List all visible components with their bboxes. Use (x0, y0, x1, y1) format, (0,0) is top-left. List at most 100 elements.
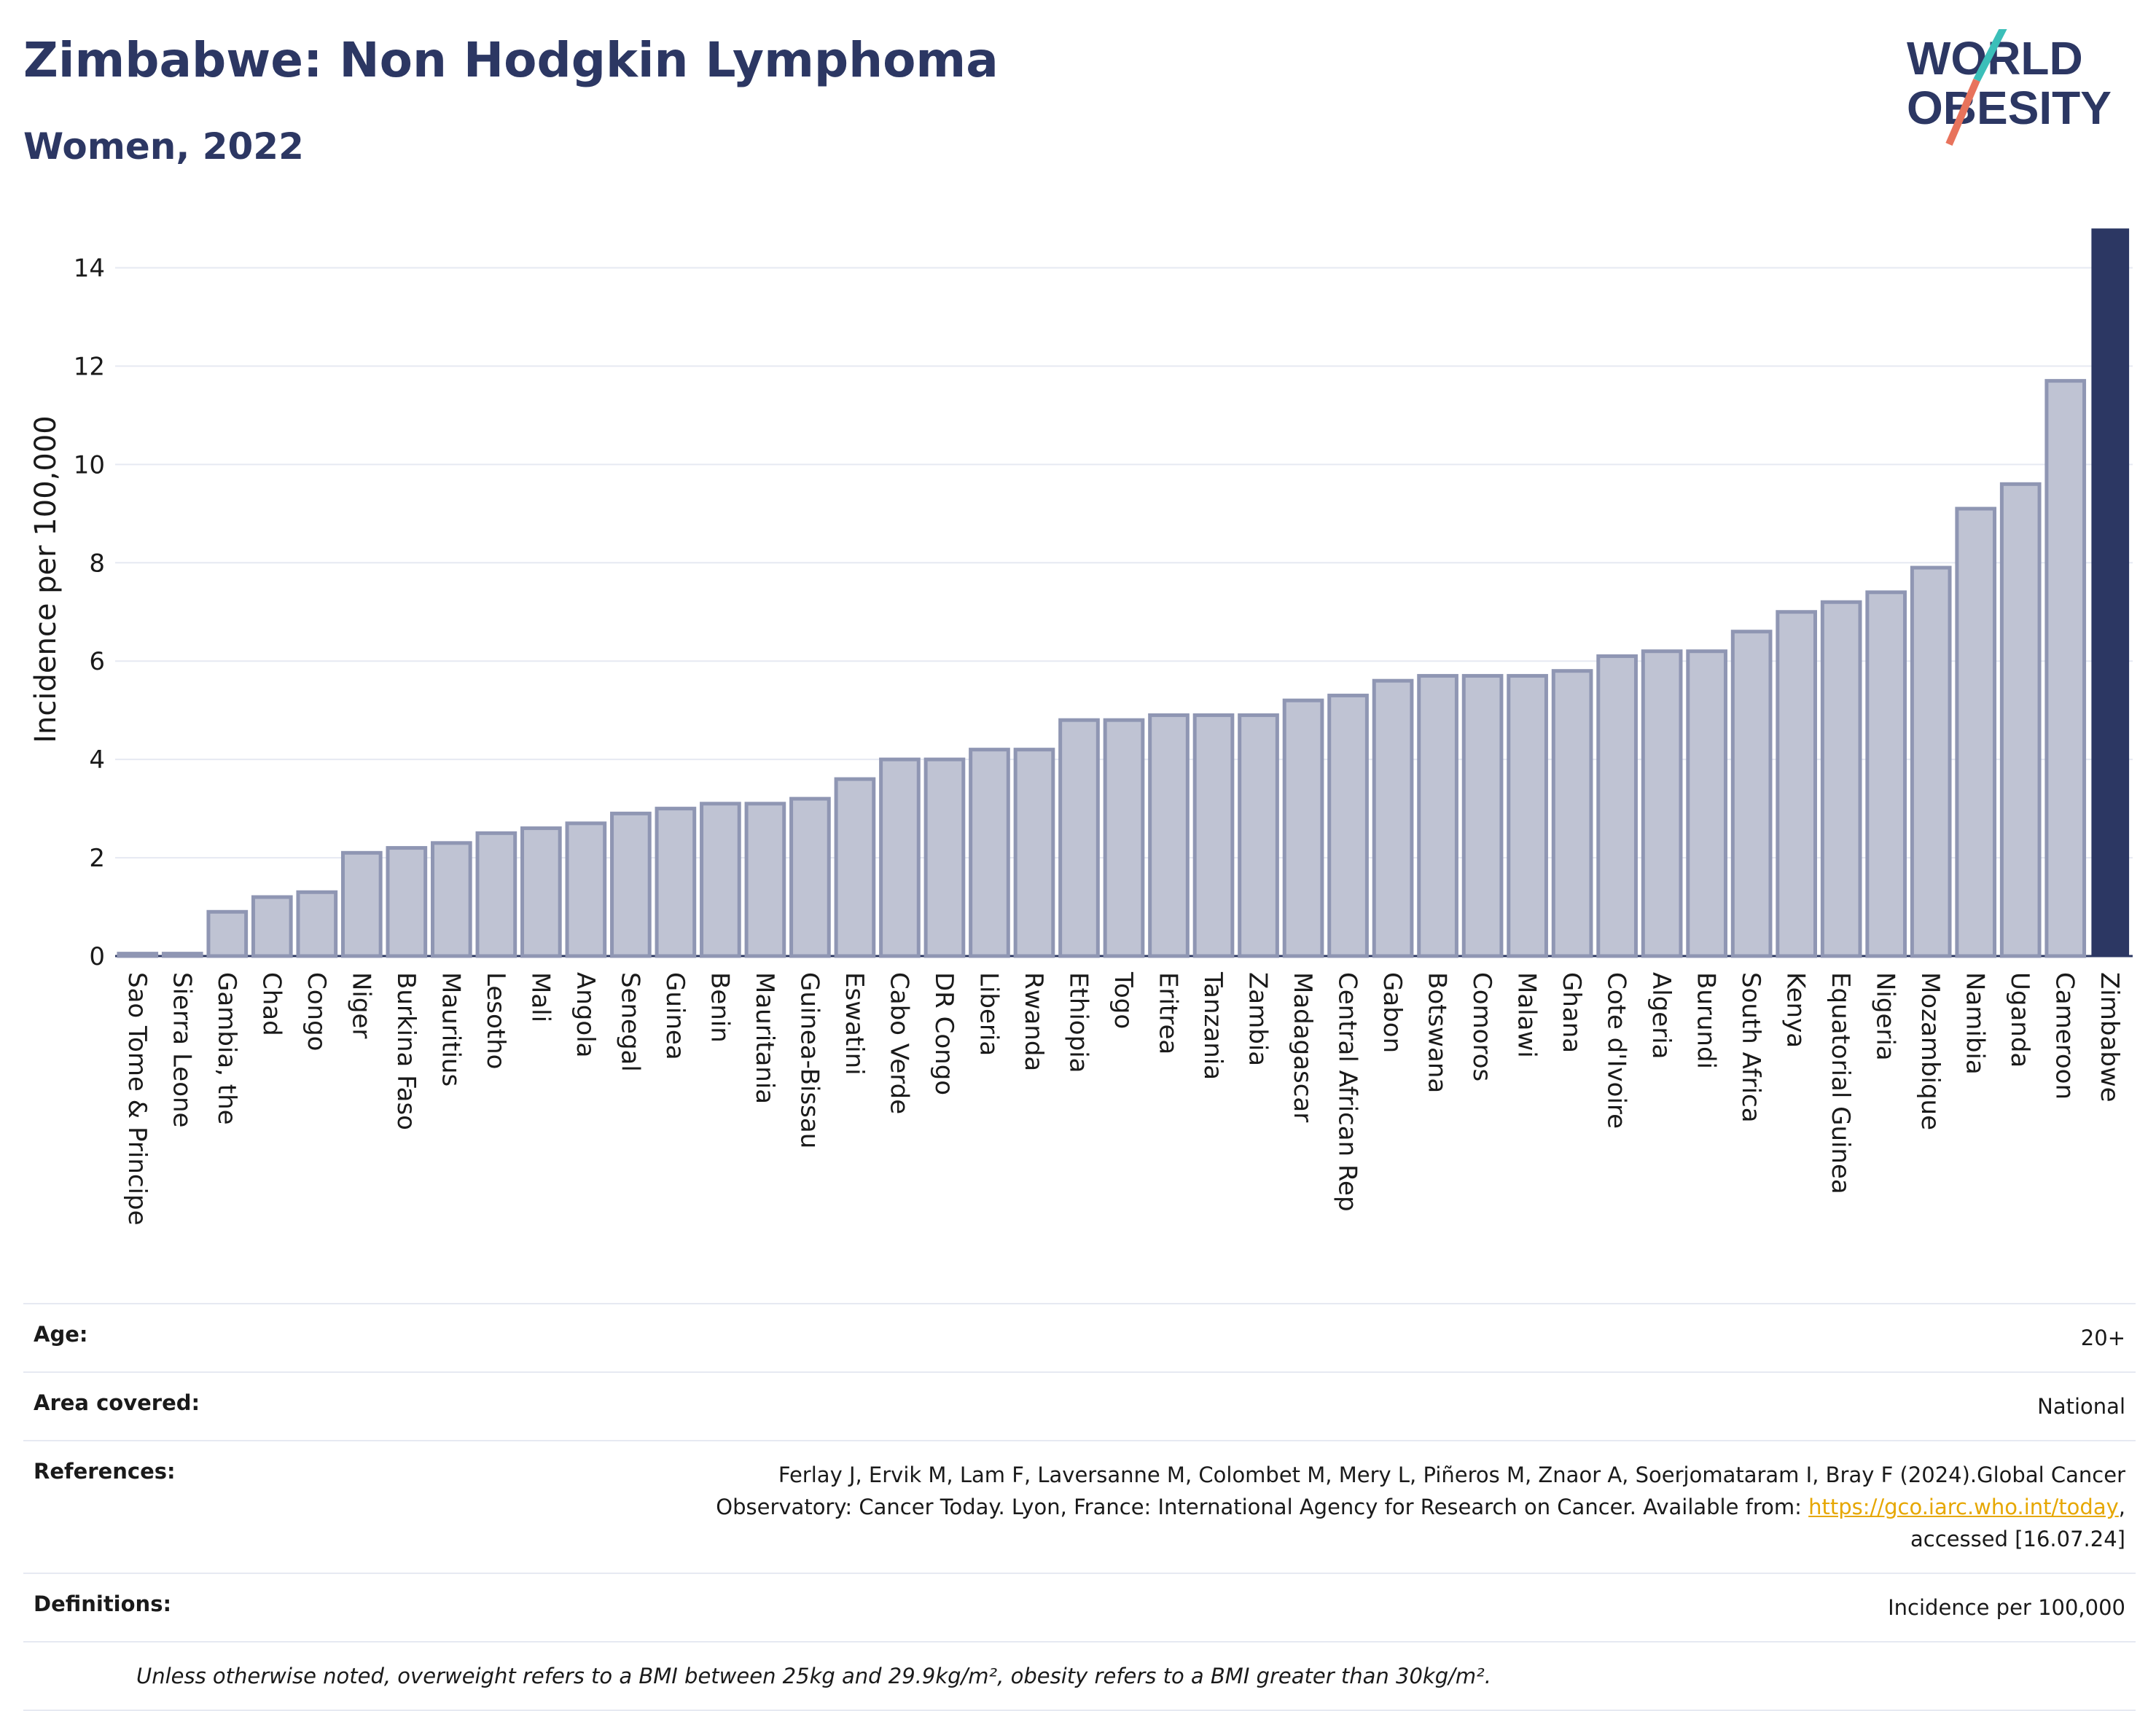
bar-zambia (1238, 713, 1279, 958)
meta-row-footnote: Unless otherwise noted, overweight refer… (23, 1641, 2136, 1711)
bar-cabo-verde (879, 757, 921, 958)
area-value: National (2037, 1394, 2125, 1419)
logo-line-2: OBESITY (1907, 82, 2112, 134)
x-tick-label: Congo (302, 972, 331, 1051)
x-tick-label: Zambia (1243, 972, 1273, 1066)
bar-tanzania (1192, 713, 1235, 958)
x-tick-label: Niger (346, 972, 375, 1038)
x-tick-label: Cote d'Ivoire (1602, 972, 1631, 1129)
world-obesity-logo: WORLD OBESITY (1907, 29, 2112, 146)
x-tick-label: Namibia (1961, 972, 1990, 1075)
bar-benin (700, 802, 741, 958)
x-tick-label: Mozambique (1915, 972, 1945, 1130)
y-tick-label: 10 (74, 450, 105, 479)
x-tick-label: Benin (705, 972, 734, 1043)
bar-ghana (1551, 669, 1593, 958)
x-tick-label: Kenya (1781, 972, 1811, 1048)
x-tick-label: Central African Rep (1333, 972, 1362, 1212)
x-tick-label: Cabo Verde (884, 972, 913, 1114)
bar-dr-congo (923, 757, 966, 958)
bar-gambia-the (206, 909, 249, 958)
bar-niger (340, 850, 383, 958)
bar-angola (565, 821, 607, 958)
x-tick-label: Tanzania (1198, 971, 1227, 1080)
bar-algeria (1641, 649, 1683, 958)
x-tick-label: Sao Tome & Principe (122, 972, 152, 1226)
y-tick-label: 2 (89, 844, 105, 873)
bar-comoros (1461, 673, 1504, 958)
age-label: Age: (34, 1322, 88, 1347)
footnote: Unless otherwise noted, overweight refer… (136, 1664, 1491, 1688)
bar-gabon (1372, 678, 1414, 958)
x-tick-label: Mali (526, 972, 555, 1022)
x-tick-label: Guinea (660, 972, 690, 1060)
x-tick-label: Uganda (2005, 972, 2034, 1068)
x-tick-label: Eswatini (840, 972, 869, 1076)
x-tick-label: Burkina Faso (391, 972, 421, 1130)
x-tick-label: Gambia, the (212, 972, 241, 1125)
page-subtitle: Women, 2022 (23, 125, 304, 168)
x-tick-label: Ethiopia (1063, 972, 1093, 1073)
x-tick-label: Comoros (1467, 972, 1496, 1081)
x-tick-label: Cameroon (2050, 972, 2079, 1100)
meta-row-definitions: Definitions: Incidence per 100,000 (23, 1573, 2136, 1641)
references-value: Ferlay J, Ervik M, Lam F, Laversanne M, … (668, 1459, 2125, 1555)
references-text: Ferlay J, Ervik M, Lam F, Laversanne M, … (716, 1463, 2125, 1519)
x-tick-label: Algeria (1647, 972, 1676, 1059)
bar-sao-tome-principe (117, 952, 159, 958)
bar-chart: 0 2 4 6 8 10 12 14 Sao Tome & Principe Sierra Le… (29, 228, 2133, 1226)
bar-cameroon (2044, 379, 2087, 958)
logo-slash-teal (1973, 29, 2007, 82)
bar-eswatini (834, 777, 876, 958)
bar-central-african-rep (1327, 693, 1369, 958)
metadata-table: Age: 20+ Area covered: National Referenc… (23, 1303, 2136, 1711)
x-tick-label: Sierra Leone (167, 972, 196, 1127)
bar-guinea (655, 807, 697, 958)
meta-row-area: Area covered: National (23, 1371, 2136, 1440)
x-tick-label: Madagascar (1288, 972, 1317, 1122)
references-label: References: (34, 1459, 176, 1484)
bar-rwanda (1013, 748, 1055, 958)
bar-congo (296, 890, 338, 958)
bar-mali (520, 826, 562, 958)
x-tick-label: Botswana (1423, 972, 1452, 1093)
meta-row-references: References: Ferlay J, Ervik M, Lam F, La… (23, 1440, 2136, 1573)
y-tick-label: 12 (74, 352, 105, 381)
bar-madagascar (1282, 698, 1324, 958)
x-tick-label: Equatorial Guinea (1826, 972, 1855, 1194)
y-tick-label: 0 (89, 942, 105, 971)
bar-mozambique (1910, 565, 1952, 958)
x-tick-label: Guinea-Bissau (794, 972, 824, 1148)
x-tick-label: Nigeria (1871, 972, 1900, 1061)
bar-ethiopia (1058, 718, 1100, 958)
x-tick-label: Senegal (615, 972, 644, 1072)
bar-chad (251, 895, 293, 958)
x-tick-label: Malawi (1512, 972, 1542, 1058)
y-axis-title: Incidence per 100,000 (29, 415, 63, 743)
x-tick-label: Chad (257, 972, 286, 1036)
x-tick-label: Eritrea (1154, 972, 1183, 1054)
bar-liberia (969, 748, 1010, 958)
x-tick-label: Togo (1109, 971, 1138, 1029)
age-value: 20+ (2080, 1326, 2125, 1350)
page-title: Zimbabwe: Non Hodgkin Lymphoma (23, 32, 999, 88)
bar-cote-d-ivoire (1596, 654, 1638, 958)
y-tick-label: 4 (89, 745, 105, 775)
bar-lesotho (475, 831, 517, 958)
bar-togo (1103, 718, 1145, 958)
bar-botswana (1417, 673, 1458, 958)
bar-eritrea (1148, 713, 1190, 958)
x-tick-label: Zimbabwe (2095, 972, 2124, 1103)
bar-sierra-leone (161, 952, 203, 958)
definitions-value: Incidence per 100,000 (1888, 1595, 2125, 1620)
x-tick-label: Ghana (1557, 972, 1586, 1053)
x-tick-label: Lesotho (481, 972, 510, 1069)
bar-senegal (610, 811, 652, 958)
x-tick-label: Mauritania (750, 972, 779, 1104)
x-tick-label: Liberia (974, 972, 1003, 1056)
bar-mauritius (430, 841, 472, 958)
x-tick-label: Rwanda (1019, 972, 1048, 1071)
bar-malawi (1507, 673, 1548, 958)
references-link[interactable]: https://gco.iarc.who.int/today (1808, 1495, 2119, 1519)
x-tick-label: DR Congo (929, 972, 958, 1095)
